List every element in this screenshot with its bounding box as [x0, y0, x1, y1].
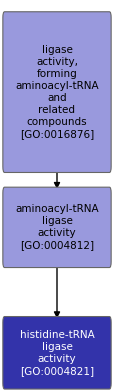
FancyBboxPatch shape [3, 12, 110, 172]
Text: histidine-tRNA
ligase
activity
[GO:0004821]: histidine-tRNA ligase activity [GO:00048… [19, 330, 94, 376]
Text: ligase
activity,
forming
aminoacyl-tRNA
and
related
compounds
[GO:0016876]: ligase activity, forming aminoacyl-tRNA … [15, 45, 98, 139]
FancyBboxPatch shape [3, 187, 110, 267]
Text: aminoacyl-tRNA
ligase
activity
[GO:0004812]: aminoacyl-tRNA ligase activity [GO:00048… [15, 204, 98, 250]
FancyBboxPatch shape [3, 317, 110, 389]
